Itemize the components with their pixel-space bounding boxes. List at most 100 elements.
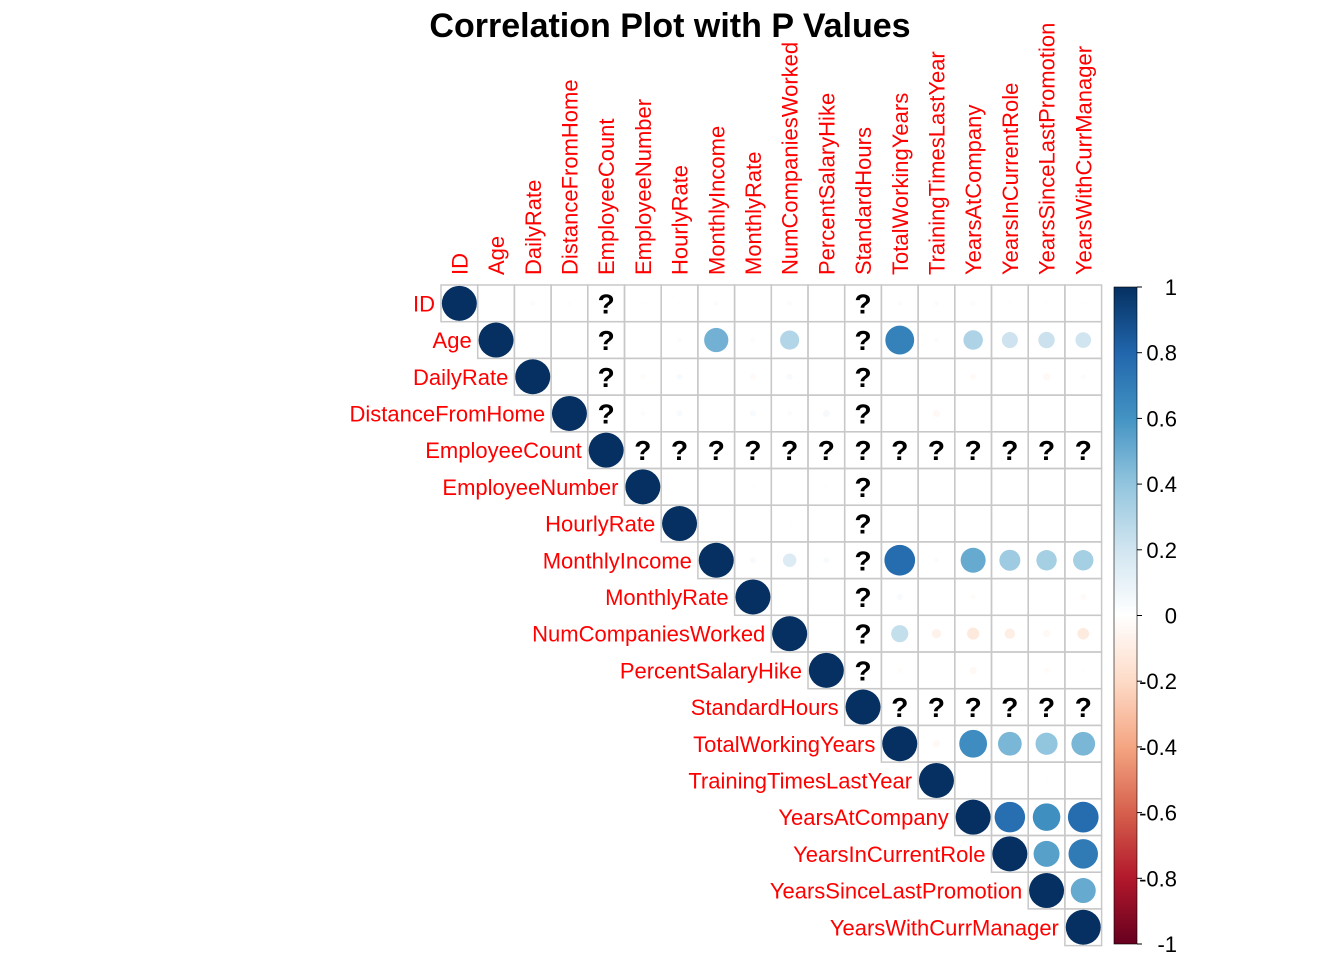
correlation-circle-hourly-rate-training-times-last-year: [934, 521, 939, 526]
correlation-circle-years-since-last-promotion-years-with-curr-manager: [1070, 878, 1096, 904]
row-label-total-working-years: TotalWorkingYears: [693, 732, 875, 757]
correlation-circle-monthly-rate-years-in-current-role: [1008, 595, 1012, 599]
correlation-circle-age-monthly-rate: [750, 337, 756, 343]
correlation-circle-monthly-rate-monthly-rate: [735, 579, 771, 615]
correlation-circle-monthly-rate-years-since-last-promotion: [1044, 595, 1049, 599]
row-label-employee-count: EmployeeCount: [425, 438, 582, 463]
correlation-circle-daily-rate-distance-from-home: [567, 375, 572, 379]
missing-value-mark: ?: [854, 288, 871, 319]
column-label-standard-hours: StandardHours: [851, 127, 876, 275]
correlation-circle-distance-from-home-years-at-company: [971, 411, 975, 416]
correlation-circle-num-companies-worked-total-working-years: [891, 625, 909, 643]
correlation-circle-num-companies-worked-years-since-last-promotion: [1043, 630, 1051, 638]
correlation-circle-percent-salary-hike-years-since-last-promotion: [1044, 667, 1050, 673]
correlation-circle-hourly-rate-years-in-current-role: [1008, 521, 1012, 526]
missing-value-mark: ?: [854, 545, 871, 576]
correlation-circle-total-working-years-total-working-years: [882, 726, 918, 762]
correlation-circle-id-monthly-rate: [751, 301, 755, 305]
correlation-circle-age-hourly-rate: [677, 337, 683, 343]
row-label-num-companies-worked: NumCompaniesWorked: [532, 622, 765, 647]
missing-value-mark: ?: [854, 619, 871, 650]
column-label-monthly-income: MonthlyIncome: [704, 126, 729, 275]
correlation-circle-age-total-working-years: [885, 325, 915, 355]
correlation-circle-daily-rate-monthly-rate: [749, 373, 756, 380]
correlation-circle-years-at-company-years-since-last-promotion: [1032, 803, 1061, 831]
correlation-circle-monthly-rate-years-with-curr-manager: [1080, 593, 1087, 600]
correlation-circle-num-companies-worked-years-at-company: [967, 627, 980, 640]
column-label-percent-salary-hike: PercentSalaryHike: [814, 93, 839, 275]
missing-value-mark: ?: [854, 509, 871, 540]
correlation-circle-percent-salary-hike-years-at-company: [969, 666, 977, 674]
missing-value-mark: ?: [598, 325, 615, 356]
correlation-circle-employee-number-years-with-curr-manager: [1081, 485, 1085, 489]
correlation-circle-id-employee-number: [641, 301, 645, 306]
correlation-circle-employee-number-years-at-company: [971, 485, 975, 489]
correlation-circle-id-monthly-income: [713, 300, 719, 306]
colorbar-tick-label: 0.8: [1146, 341, 1177, 366]
correlation-circle-age-years-since-last-promotion: [1038, 331, 1055, 349]
colorbar-tick-label: 0: [1165, 604, 1177, 629]
correlation-circle-distance-from-home-monthly-income: [714, 411, 718, 416]
correlation-circle-employee-number-num-companies-worked: [788, 485, 792, 489]
correlation-circle-num-companies-worked-years-with-curr-manager: [1077, 627, 1090, 640]
correlation-circle-distance-from-home-percent-salary-hike: [822, 409, 830, 417]
missing-value-mark: ?: [854, 655, 871, 686]
correlation-circle-id-hourly-rate: [677, 301, 682, 306]
correlation-circle-hourly-rate-num-companies-worked: [787, 521, 792, 526]
correlation-circle-distance-from-home-employee-number: [640, 410, 646, 416]
missing-value-mark: ?: [818, 435, 835, 466]
correlation-circle-hourly-rate-percent-salary-hike: [824, 521, 828, 526]
correlation-circle-daily-rate-daily-rate: [515, 359, 551, 395]
correlation-circle-id-total-working-years: [897, 300, 903, 306]
column-label-age: Age: [484, 236, 509, 275]
column-label-distance-from-home: DistanceFromHome: [557, 79, 582, 275]
correlation-circle-hourly-rate-years-since-last-promotion: [1044, 521, 1049, 526]
correlation-circle-monthly-income-num-companies-worked: [782, 553, 797, 568]
correlation-circle-years-at-company-years-in-current-role: [994, 801, 1026, 833]
correlation-circle-hourly-rate-hourly-rate: [662, 506, 698, 542]
correlation-circle-training-times-last-year-years-at-company: [971, 778, 975, 783]
correlation-circle-age-distance-from-home: [567, 338, 572, 342]
row-label-id: ID: [413, 291, 435, 316]
correlation-circle-age-num-companies-worked: [780, 330, 800, 350]
correlation-circle-monthly-income-monthly-rate: [749, 557, 756, 564]
missing-value-mark: ?: [891, 692, 908, 723]
correlation-circle-id-id: [441, 285, 477, 321]
missing-value-mark: ?: [671, 435, 688, 466]
correlation-circle-monthly-income-years-since-last-promotion: [1036, 550, 1057, 571]
colorbar-tick-label: -0.4: [1139, 735, 1177, 760]
correlation-circle-distance-from-home-distance-from-home: [551, 395, 587, 431]
grid-cell: [1064, 908, 1103, 947]
column-label-id: ID: [447, 253, 472, 275]
missing-value-mark: ?: [854, 398, 871, 429]
column-label-monthly-rate: MonthlyRate: [741, 151, 766, 275]
correlation-circle-num-companies-worked-years-in-current-role: [1004, 628, 1016, 639]
missing-value-mark: ?: [965, 435, 982, 466]
correlation-circle-percent-salary-hike-percent-salary-hike: [808, 652, 844, 688]
correlation-circle-monthly-income-years-in-current-role: [999, 549, 1021, 571]
correlation-circle-employee-number-monthly-rate: [751, 485, 755, 489]
correlation-circle-daily-rate-hourly-rate: [676, 373, 683, 380]
correlation-circle-years-at-company-years-at-company: [955, 799, 991, 835]
correlation-circle-id-distance-from-home: [567, 301, 572, 306]
row-label-distance-from-home: DistanceFromHome: [349, 401, 545, 426]
correlation-circle-daily-rate-total-working-years: [898, 375, 902, 379]
correlation-circle-percent-salary-hike-total-working-years: [897, 667, 903, 673]
correlation-circle-employee-number-training-times-last-year: [934, 485, 939, 489]
correlation-circle-id-years-with-curr-manager: [1081, 301, 1085, 306]
missing-value-mark: ?: [854, 582, 871, 613]
row-label-years-since-last-promotion: YearsSinceLastPromotion: [770, 879, 1022, 904]
correlation-circle-hourly-rate-total-working-years: [898, 521, 902, 526]
correlation-circle-employee-number-years-in-current-role: [1008, 485, 1012, 489]
correlation-circle-daily-rate-percent-salary-hike: [824, 375, 828, 379]
row-label-hourly-rate: HourlyRate: [545, 512, 655, 537]
row-labels: ID Age DailyRate DistanceFromHome EmployeeCo…: [349, 291, 1058, 940]
correlation-circle-percent-salary-hike-years-in-current-role: [1008, 668, 1012, 672]
correlation-circle-employee-count-employee-count: [588, 432, 624, 468]
correlation-circle-total-working-years-years-since-last-promotion: [1035, 732, 1058, 755]
missing-value-mark: ?: [854, 362, 871, 393]
correlation-circle-employee-number-hourly-rate: [677, 485, 682, 489]
missing-value-mark: ?: [1038, 692, 1055, 723]
correlation-circle-years-in-current-role-years-in-current-role: [992, 836, 1028, 872]
missing-value-mark: ?: [891, 435, 908, 466]
